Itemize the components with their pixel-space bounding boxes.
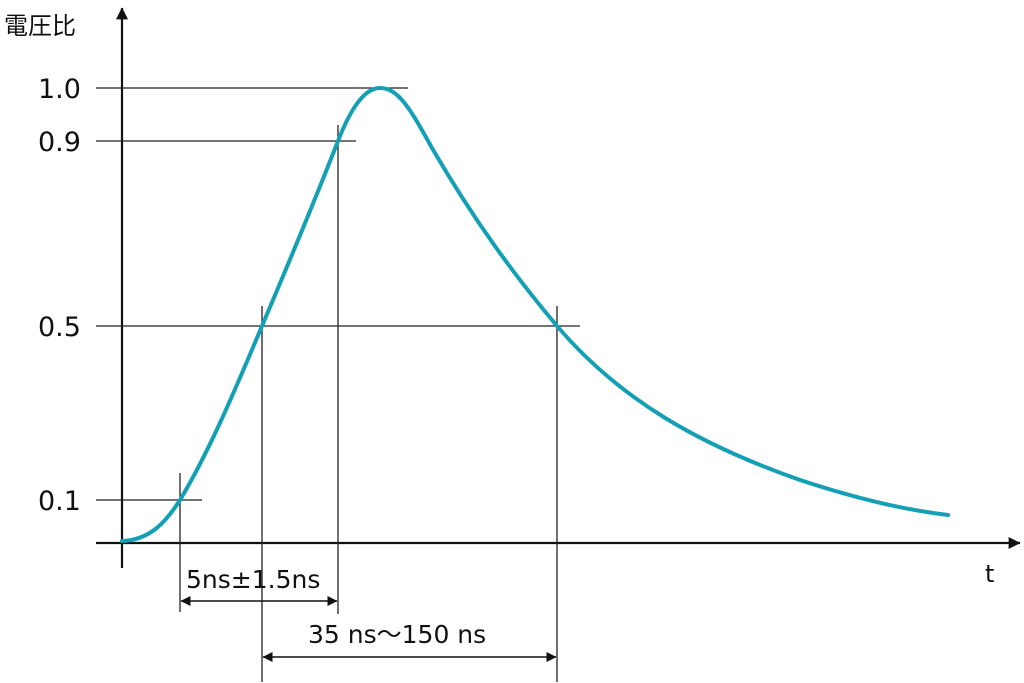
level-label-1-0: 1.0 bbox=[38, 74, 81, 105]
level-label-0-9: 0.9 bbox=[38, 127, 81, 158]
tail-time-label: 35 ns～150 ns bbox=[308, 620, 486, 649]
level-label-0-5: 0.5 bbox=[38, 312, 81, 343]
impulse-waveform-curve bbox=[120, 86, 950, 543]
front-time-label: 5ns±1.5ns bbox=[186, 565, 320, 594]
y-axis-label: 電圧比 bbox=[4, 12, 76, 40]
level-label-0-1: 0.1 bbox=[38, 486, 81, 517]
x-axis-label: t bbox=[985, 560, 994, 588]
